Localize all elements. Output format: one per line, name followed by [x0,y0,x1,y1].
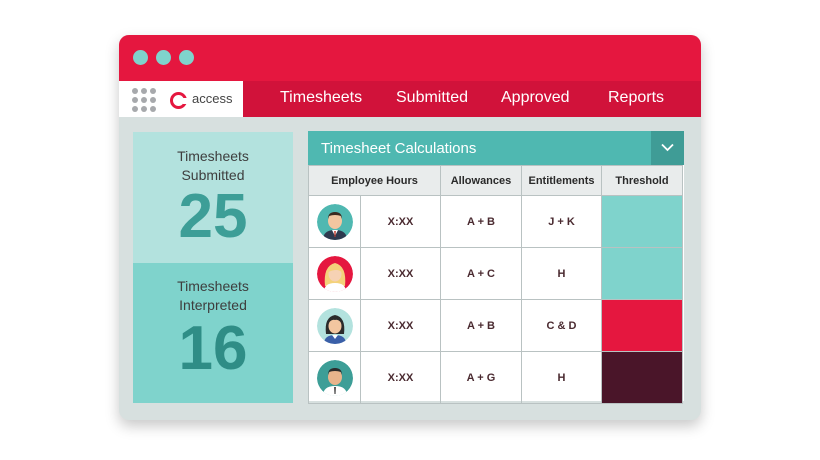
entitlements-cell: H [521,351,602,404]
nav-item-submitted[interactable]: Submitted [396,89,469,106]
female-avatar-icon [316,255,353,292]
table-row[interactable]: X:XX A + B C & D [308,299,683,352]
timesheet-panel: Timesheet Calculations Employee Hours Al… [308,131,684,404]
title-bar [119,35,701,81]
window-dot-icon[interactable] [133,50,148,65]
column-header-threshold: Threshold [601,165,683,196]
stat-label: Timesheets [177,278,249,294]
column-header-entitlements: Entitlements [521,165,602,196]
stat-label: Interpreted [179,297,247,313]
male-avatar-icon [316,359,353,396]
window-dot-icon[interactable] [156,50,171,65]
female-avatar-icon [316,307,353,344]
column-header-allowances: Allowances [440,165,522,196]
allowances-cell: A + G [440,351,522,404]
hours-cell: X:XX [360,195,441,248]
nav-item-approved[interactable]: Approved [501,89,570,106]
table-header-row: Employee Hours Allowances Entitlements T… [308,165,683,196]
allowances-cell: A + C [440,247,522,300]
panel-header: Timesheet Calculations [308,131,684,165]
stat-label: Timesheets [177,148,249,164]
chevron-down-icon[interactable] [651,131,684,165]
nav-bar: access Timesheets Submitted Approved Rep… [119,81,701,117]
threshold-cell [601,195,683,248]
nav-item-reports[interactable]: Reports [608,89,665,106]
column-header-employee-hours: Employee Hours [308,165,441,196]
hours-cell: X:XX [360,351,441,404]
table-row[interactable]: X:XX A + C H [308,247,683,300]
panel-title: Timesheet Calculations [321,140,477,157]
table-row[interactable]: X:XX A + G H [308,351,683,404]
entitlements-cell: J + K [521,195,602,248]
access-logo-icon [170,92,188,109]
stat-label: Submitted [181,167,245,183]
threshold-cell [601,351,683,404]
app-window: access Timesheets Submitted Approved Rep… [119,35,701,420]
stat-card-interpreted: Timesheets Interpreted 16 [133,263,293,403]
logo-text: access [192,91,233,106]
entitlements-cell: C & D [521,299,602,352]
hours-cell: X:XX [360,247,441,300]
allowances-cell: A + B [440,195,522,248]
calculations-table: Employee Hours Allowances Entitlements T… [308,165,683,404]
app-grid-icon[interactable] [132,88,156,112]
stat-value: 25 [178,182,248,251]
stat-value: 16 [178,314,248,383]
entitlements-cell: H [521,247,602,300]
allowances-cell: A + B [440,299,522,352]
window-dot-icon[interactable] [179,50,194,65]
logo-area: access [119,81,243,117]
hours-cell: X:XX [360,299,441,352]
stat-card-submitted: Timesheets Submitted 25 [133,132,293,263]
table-row[interactable]: X:XX A + B J + K [308,195,683,248]
threshold-cell [601,247,683,300]
nav-item-timesheets[interactable]: Timesheets [280,89,363,106]
threshold-cell [601,299,683,352]
male-avatar-icon [316,203,353,240]
